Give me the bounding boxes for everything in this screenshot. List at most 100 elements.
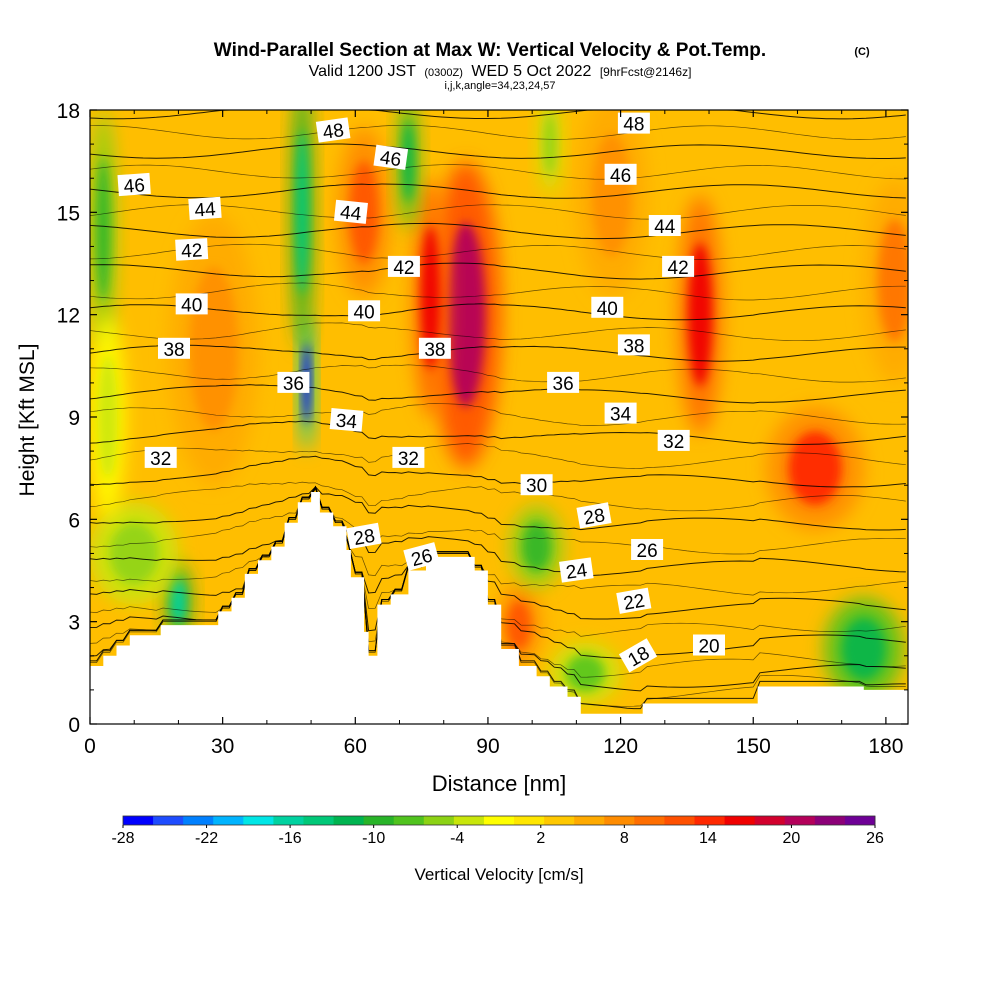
isentrope-label: 46 bbox=[117, 172, 151, 198]
isentrope-label: 42 bbox=[662, 255, 695, 279]
y-tick-label: 12 bbox=[57, 305, 80, 328]
colorbar-swatch bbox=[784, 816, 816, 825]
isentrope-label-text: 32 bbox=[663, 432, 684, 453]
y-tick-label: 9 bbox=[68, 407, 80, 430]
chart-title-mark: (C) bbox=[854, 46, 870, 58]
colorbar-swatch bbox=[423, 816, 455, 825]
isentrope-label: 40 bbox=[175, 293, 208, 316]
isentrope-label-bg bbox=[591, 296, 624, 318]
downdraft-core bbox=[841, 618, 886, 680]
colorbar-swatch bbox=[243, 816, 274, 825]
colorbar-tick-label: 26 bbox=[866, 830, 884, 847]
isentrope-label: 32 bbox=[657, 429, 690, 453]
isentrope-26 bbox=[90, 485, 906, 577]
isentrope-label-bg bbox=[547, 371, 580, 393]
isentrope-28 bbox=[90, 486, 906, 531]
colorbar-frame bbox=[122, 815, 876, 826]
colorbar-swatch bbox=[634, 816, 665, 825]
isentrope-label: 28 bbox=[576, 502, 612, 530]
isentrope-label-text: 46 bbox=[123, 175, 146, 197]
isentrope-38 bbox=[90, 303, 906, 321]
isentrope-label: 32 bbox=[392, 446, 425, 470]
colorbar-swatch bbox=[303, 816, 334, 825]
isentrope-label-bg bbox=[662, 255, 695, 277]
isentrope-label-bg bbox=[333, 199, 368, 224]
isentrope-label-bg bbox=[144, 446, 177, 468]
colorbar-tick-label: 20 bbox=[783, 830, 801, 847]
isentrope-label-text: 36 bbox=[553, 374, 574, 395]
colorbar-swatch bbox=[123, 816, 154, 825]
updraft-core bbox=[189, 266, 239, 431]
colorbar: -28 -22 -16 -10 -4 2 8 14 20 26 bbox=[111, 815, 884, 847]
isentrope-label: 36 bbox=[547, 371, 580, 395]
isentrope-32 bbox=[90, 420, 906, 446]
colorbar-swatch bbox=[213, 816, 244, 825]
updraft-core bbox=[788, 431, 842, 506]
chart-subtitle-indices: i,j,k,angle=34,23,24,57 bbox=[444, 80, 555, 92]
y-tick-label: 6 bbox=[68, 509, 80, 532]
y-tick-label: 15 bbox=[57, 202, 80, 225]
colorbar-tick-label: 8 bbox=[620, 830, 629, 847]
isentrope-label-bg bbox=[329, 408, 364, 432]
x-tick-label: 180 bbox=[868, 735, 903, 758]
isentrope-label: 42 bbox=[175, 238, 209, 262]
downdraft-core bbox=[565, 654, 605, 692]
colorbar-tick-label: -16 bbox=[279, 830, 302, 847]
isentrope-34 bbox=[90, 384, 906, 404]
isentrope-minor bbox=[90, 403, 906, 426]
isentrope-label: 38 bbox=[158, 337, 190, 361]
isentrope-label-bg bbox=[277, 371, 310, 393]
colorbar-swatch bbox=[514, 816, 545, 825]
isentrope-label-bg bbox=[693, 634, 725, 656]
colorbar-tick-label: 2 bbox=[536, 830, 545, 847]
isentrope-label-text: 32 bbox=[150, 449, 171, 470]
isentrope-minor bbox=[90, 282, 906, 301]
isentrope-label-bg bbox=[175, 238, 209, 261]
isentrope-label-text: 46 bbox=[610, 166, 631, 187]
isentrope-label: 30 bbox=[520, 474, 553, 497]
x-tick-label: 120 bbox=[603, 735, 638, 758]
isentrope-label: 40 bbox=[348, 300, 381, 323]
y-tick-label: 18 bbox=[57, 100, 80, 123]
x-tick-label: 0 bbox=[84, 735, 96, 758]
isentrope-minor bbox=[90, 481, 906, 512]
isentrope-label-bg bbox=[617, 334, 650, 356]
isentrope-label: 26 bbox=[631, 539, 664, 562]
isentrope-label-bg bbox=[403, 542, 440, 571]
isentrope-label-bg bbox=[387, 255, 420, 277]
colorbar-swatch bbox=[724, 816, 756, 825]
subtitle-utc: (0300Z) bbox=[424, 67, 463, 79]
isentrope-label-text: 34 bbox=[610, 405, 632, 426]
isentrope-label: 38 bbox=[617, 334, 650, 357]
isentrope-label-text: 28 bbox=[582, 505, 606, 529]
isentrope-label: 42 bbox=[387, 255, 420, 279]
colorbar-swatch bbox=[333, 816, 365, 825]
y-tick-label: 0 bbox=[68, 714, 80, 737]
downdraft-core bbox=[296, 130, 309, 295]
isentrope-label-bg bbox=[520, 474, 553, 496]
x-tick-label: 30 bbox=[211, 735, 234, 758]
isentrope-label-bg bbox=[617, 112, 650, 134]
isentrope-label: 38 bbox=[418, 337, 451, 361]
isentrope-minor bbox=[90, 124, 906, 140]
isentrope-label-bg bbox=[346, 522, 382, 550]
colorbar-tick-label: -4 bbox=[450, 830, 464, 847]
colorbar-swatch bbox=[754, 816, 786, 825]
isentrope-label: 28 bbox=[346, 522, 382, 550]
isentrope-label-text: 48 bbox=[623, 115, 644, 136]
isentrope-label-text: 38 bbox=[163, 340, 184, 361]
isentrope-label-bg bbox=[348, 300, 381, 322]
isentrope-label-text: 22 bbox=[622, 591, 646, 615]
isentrope-label: 46 bbox=[604, 163, 637, 187]
isentrope-label-bg bbox=[559, 557, 594, 583]
colorbar-swatch bbox=[664, 816, 695, 825]
downdraft-core bbox=[95, 157, 111, 302]
y-tick-label: 3 bbox=[68, 612, 80, 635]
isentrope-label-bg bbox=[158, 337, 190, 359]
colorbar-swatch bbox=[363, 816, 395, 825]
isentrope-label: 20 bbox=[693, 634, 725, 658]
